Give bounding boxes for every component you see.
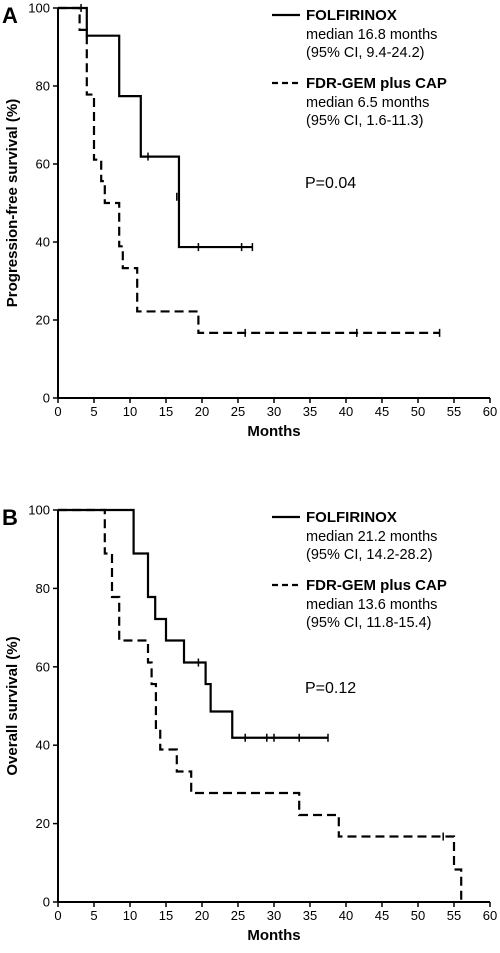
chart-b-y-tick-label: 100 (28, 503, 50, 518)
chart-a-x-tick-label: 10 (123, 404, 137, 419)
chart-a-y-axis-title: Progression-free survival (%) (4, 99, 21, 307)
chart-a-x-tick-label: 0 (54, 404, 61, 419)
chart-a-x-tick-label: 15 (159, 404, 173, 419)
chart-b-x-tick-label: 35 (303, 908, 317, 923)
chart-b-series-dashed-line (58, 508, 463, 902)
chart-a-p-value: P=0.04 (305, 175, 356, 192)
chart-b-y-axis-title: Overall survival (%) (4, 636, 21, 775)
chart-a-legend-dashed-detail: median 6.5 months (306, 95, 429, 111)
chart-b-legend-dashed-detail: (95% CI, 11.8-15.4) (306, 615, 431, 631)
chart-b-x-tick-label: 55 (447, 908, 461, 923)
chart-a-series-solid-line (58, 6, 253, 249)
chart-a-y-tick-label: 40 (36, 235, 50, 250)
chart-a-x-tick-label: 35 (303, 404, 317, 419)
chart-a-x-tick-label: 45 (375, 404, 389, 419)
chart-b-x-tick-label: 10 (123, 908, 137, 923)
chart-b-x-tick-label: 20 (195, 908, 209, 923)
chart-a-x-tick-label: 40 (339, 404, 353, 419)
chart-b-y-tick-label: 0 (43, 895, 50, 910)
chart-a-x-tick-label: 20 (195, 404, 209, 419)
chart-a-y-tick-label: 0 (43, 391, 50, 406)
chart-a-x-tick-label: 60 (483, 404, 497, 419)
chart-a-legend-solid-detail: (95% CI, 9.4-24.2) (306, 45, 424, 61)
chart-b-legend-dashed-name: FDR-GEM plus CAP (306, 577, 447, 594)
chart-b-y-tick-label: 80 (36, 581, 50, 596)
chart-a-legend-solid-detail: median 16.8 months (306, 27, 437, 43)
chart-b-y-tick-label: 60 (36, 659, 50, 674)
chart-b-x-axis-title: Months (247, 927, 300, 944)
chart-a-y-tick-label: 100 (28, 1, 50, 16)
chart-a-x-tick-label: 30 (267, 404, 281, 419)
chart-b-x-tick-label: 30 (267, 908, 281, 923)
chart-a-x-tick-label: 5 (90, 404, 97, 419)
chart-b-x-tick-label: 50 (411, 908, 425, 923)
chart-b-legend-solid-detail: median 21.2 months (306, 529, 437, 545)
chart-b-panel-label: B (2, 505, 18, 530)
chart-b-series-solid-line (58, 508, 328, 739)
chart-b-legend-solid-detail: (95% CI, 14.2-28.2) (306, 547, 433, 563)
chart-a-legend-dashed-detail: (95% CI, 1.6-11.3) (306, 113, 423, 129)
chart-b-x-tick-label: 5 (90, 908, 97, 923)
chart-b-x-tick-label: 60 (483, 908, 497, 923)
chart-a-legend-solid-name: FOLFIRINOX (306, 7, 397, 24)
chart-a-panel-label: A (2, 3, 18, 28)
chart-b-x-tick-label: 40 (339, 908, 353, 923)
chart-a-x-tick-label: 55 (447, 404, 461, 419)
chart-a-x-axis-title: Months (247, 423, 300, 440)
chart-panel-b: B 0 5 10 15 20 25 30 35 40 45 50 55 60 0 20 40 60 80 100 Mon… (2, 503, 497, 945)
chart-b-legend-dashed-detail: median 13.6 months (306, 597, 437, 613)
chart-b-x-tick-label: 45 (375, 908, 389, 923)
chart-b-legend-solid-name: FOLFIRINOX (306, 509, 397, 526)
chart-a-y-tick-label: 60 (36, 157, 50, 172)
chart-b-p-value: P=0.12 (305, 680, 356, 697)
chart-b-x-tick-label: 0 (54, 908, 61, 923)
chart-b-x-tick-label: 15 (159, 908, 173, 923)
chart-b-x-tick-label: 25 (231, 908, 245, 923)
chart-a-y-tick-label: 20 (36, 313, 50, 328)
chart-a-x-tick-label: 50 (411, 404, 425, 419)
chart-b-y-tick-label: 20 (36, 816, 50, 831)
chart-a-legend-dashed-name: FDR-GEM plus CAP (306, 75, 447, 92)
chart-panel-a: A 0 5 10 15 20 25 30 35 40 45 50 55 60 0 20 40 60 80 100 Mon… (2, 1, 497, 441)
chart-b-y-tick-label: 40 (36, 738, 50, 753)
chart-a-x-tick-label: 25 (231, 404, 245, 419)
chart-a-series-dashed-line (58, 6, 440, 334)
chart-a-y-tick-label: 80 (36, 79, 50, 94)
